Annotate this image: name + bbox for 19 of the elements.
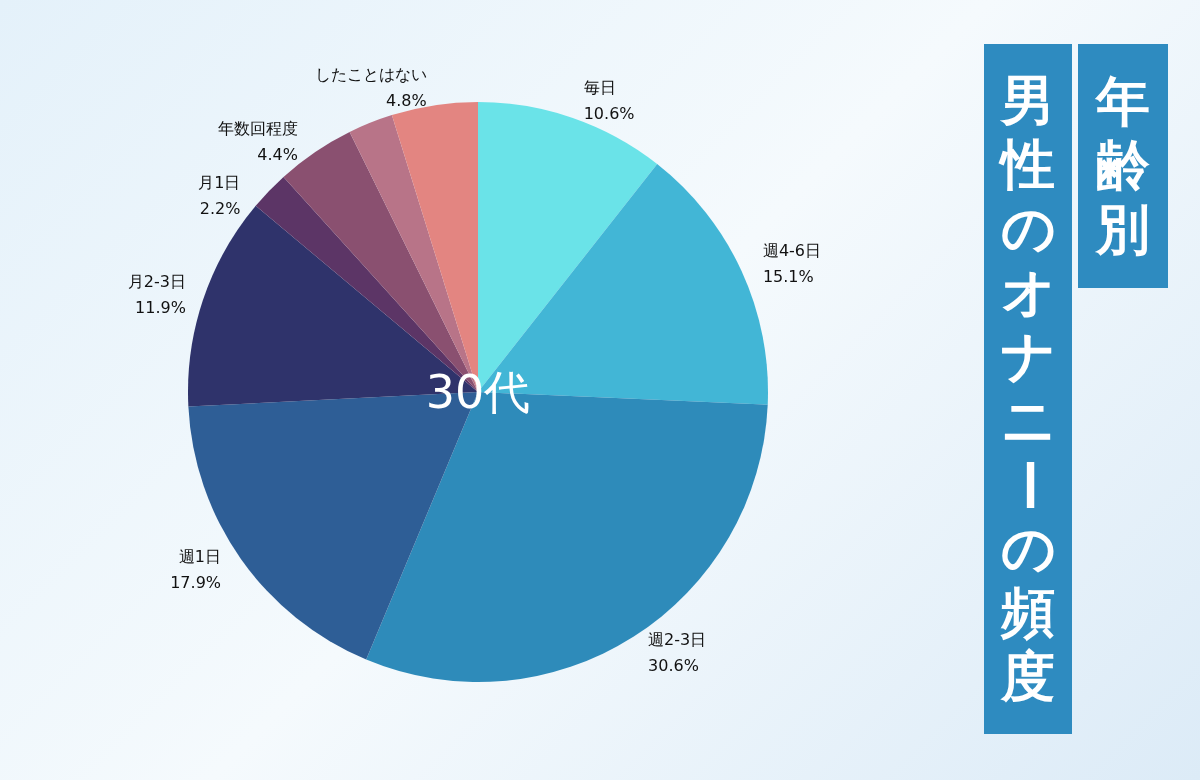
data-label: 10.6%: [583, 104, 635, 124]
slice-label: 週1日: [178, 546, 222, 566]
data-label: 30.6%: [648, 655, 699, 675]
data-label: 4.4%: [257, 145, 298, 164]
slice-label: 毎日: [583, 78, 616, 98]
data-label: 4.8%: [386, 91, 427, 110]
slice-label: 月1日: [198, 173, 241, 192]
data-label: 15.1%: [762, 266, 814, 286]
text: 年齢別: [1096, 70, 1150, 262]
data-label: 11.9%: [135, 297, 186, 317]
slice-label: 週4-6日: [762, 240, 822, 260]
chart-title: 男性のオナニーの頻度: [997, 69, 1060, 708]
slice-label: 年数回程度: [217, 119, 298, 138]
text: 30代: [425, 365, 531, 419]
data-label: 2.2%: [199, 199, 241, 218]
data-label: 17.9%: [170, 572, 222, 592]
slice-label: したことはない: [314, 65, 427, 84]
slice-label: 月2-3日: [127, 271, 186, 291]
slice-label: 週2-3日: [648, 629, 707, 649]
